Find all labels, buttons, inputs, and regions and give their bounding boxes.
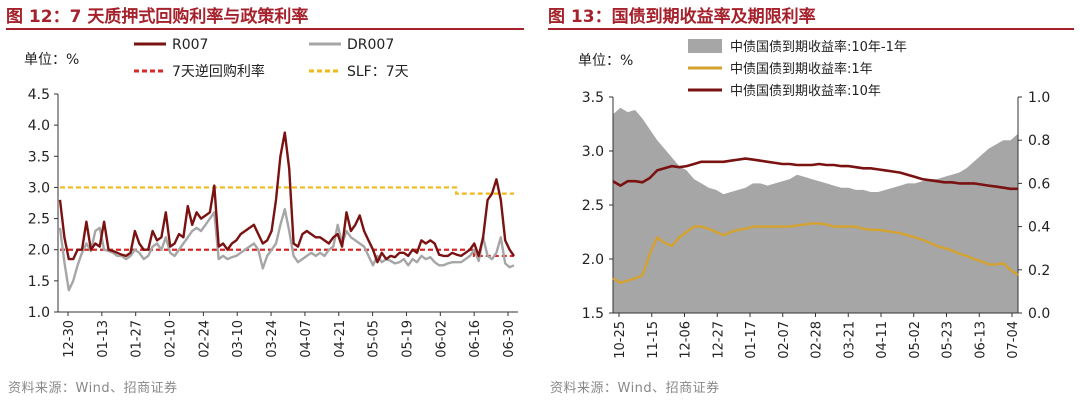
left-title-rule	[6, 28, 524, 30]
right-x-tick-label: 10-25	[613, 321, 628, 359]
legend-10y-label: 中债国债到期收益率:10年	[730, 83, 881, 99]
right-chart-title: 图 13：国债到期收益率及期限利率	[548, 7, 816, 27]
left-x-tick-label: 12-30	[62, 320, 77, 358]
left-x-tick-label: 03-24	[265, 320, 280, 358]
right-x-tick-label: 05-02	[908, 321, 923, 359]
right-x-tick-label: 02-28	[810, 321, 825, 359]
right-left-y-tick-label: 2.0	[582, 252, 604, 268]
yield-10y-line	[612, 157, 1018, 191]
left-x-tick-label: 04-21	[333, 320, 348, 358]
left-x-tick-label: 02-10	[164, 320, 179, 358]
right-x-tick-label: 04-11	[875, 321, 890, 359]
right-x-tick-label: 03-21	[842, 321, 857, 359]
legend-dr007-label: DR007	[347, 37, 394, 53]
left-y-tick-label: 2.0	[28, 243, 50, 259]
left-unit-label: 单位：%	[24, 52, 79, 68]
left-chart-svg: 1.0 1.5 2.0 2.5 3.0 3.5 4.0 4.5 12-30 01-13 01-27 0…	[24, 37, 518, 358]
right-right-y-tick-label: 0.0	[1028, 306, 1050, 322]
right-x-tick-label: 05-23	[941, 321, 956, 359]
yield-1y-line	[612, 222, 1019, 284]
left-x-tick-label: 06-30	[502, 320, 517, 358]
right-title-rule	[548, 28, 1074, 30]
legend-spread-label: 中债国债到期收益率:10年-1年	[730, 39, 907, 55]
right-chart-svg: 1.5 2.0 2.5 3.0 3.5 0.0 0.2 0.4 0.6 0.8 1.0 10-25 11…	[578, 39, 1050, 359]
left-x-tick-label: 05-19	[400, 320, 415, 358]
right-x-tick-label: 02-07	[777, 321, 792, 359]
r007-line	[58, 131, 515, 264]
right-x-tick-label: 11-15	[646, 321, 661, 359]
right-x-tick-label: 12-06	[679, 321, 694, 359]
left-y-tick-label: 2.5	[28, 212, 50, 228]
left-x-tick-label: 02-24	[197, 320, 212, 358]
right-right-y-tick-label: 1.0	[1028, 90, 1050, 106]
right-right-y-tick-label: 0.8	[1028, 133, 1050, 149]
right-right-y-tick-label: 0.2	[1028, 263, 1050, 279]
right-left-y-tick-label: 3.5	[582, 90, 604, 106]
legend-reverse-repo-label: 7天逆回购利率	[172, 63, 265, 80]
left-x-tick-label: 04-07	[299, 320, 314, 358]
left-source-note: 资料来源：Wind、招商证券	[8, 381, 178, 396]
right-left-y-tick-label: 1.5	[582, 306, 604, 322]
legend-r007-label: R007	[172, 37, 208, 53]
right-source-note: 资料来源：Wind、招商证券	[550, 381, 720, 396]
left-x-tick-label: 06-16	[468, 320, 483, 358]
legend-spread-swatch	[688, 39, 722, 53]
left-y-tick-label: 4.0	[28, 118, 50, 134]
right-right-y-tick-label: 0.4	[1028, 220, 1050, 236]
right-x-tick-label: 12-27	[711, 321, 726, 359]
legend-1y-label: 中债国债到期收益率:1年	[730, 61, 873, 77]
left-y-tick-label: 1.5	[28, 274, 50, 290]
left-chart-title: 图 12：7 天质押式回购利率与政策利率	[6, 7, 309, 27]
dr007-line	[58, 208, 515, 292]
right-x-tick-label: 07-04	[1006, 321, 1021, 359]
right-right-y-tick-label: 0.6	[1028, 176, 1050, 192]
left-y-tick-label: 4.5	[28, 87, 50, 103]
left-y-tick-label: 1.0	[28, 305, 50, 321]
left-y-tick-label: 3.0	[28, 180, 50, 196]
right-chart: 1.5 2.0 2.5 3.0 3.5 0.0 0.2 0.4 0.6 0.8 1.0 10-25 11…	[548, 31, 1074, 376]
left-x-tick-label: 06-02	[434, 320, 449, 358]
right-x-tick-label: 01-17	[744, 321, 759, 359]
left-y-tick-label: 3.5	[28, 149, 50, 165]
left-chart: 1.0 1.5 2.0 2.5 3.0 3.5 4.0 4.5 12-30 01-13 01-27 0…	[6, 31, 524, 376]
right-x-tick-label: 06-13	[973, 321, 988, 359]
right-unit-label: 单位：%	[578, 53, 633, 69]
right-left-y-tick-label: 2.5	[582, 198, 604, 214]
left-x-tick-label: 05-05	[367, 320, 382, 358]
left-x-tick-label: 03-10	[231, 320, 246, 358]
slf-7d-line	[60, 186, 514, 195]
right-left-y-tick-label: 3.0	[582, 144, 604, 160]
legend-slf-label: SLF：7天	[347, 64, 409, 80]
term-spread-area	[613, 107, 1018, 313]
left-x-tick-label: 01-27	[130, 320, 145, 358]
left-x-tick-label: 01-13	[96, 320, 111, 358]
